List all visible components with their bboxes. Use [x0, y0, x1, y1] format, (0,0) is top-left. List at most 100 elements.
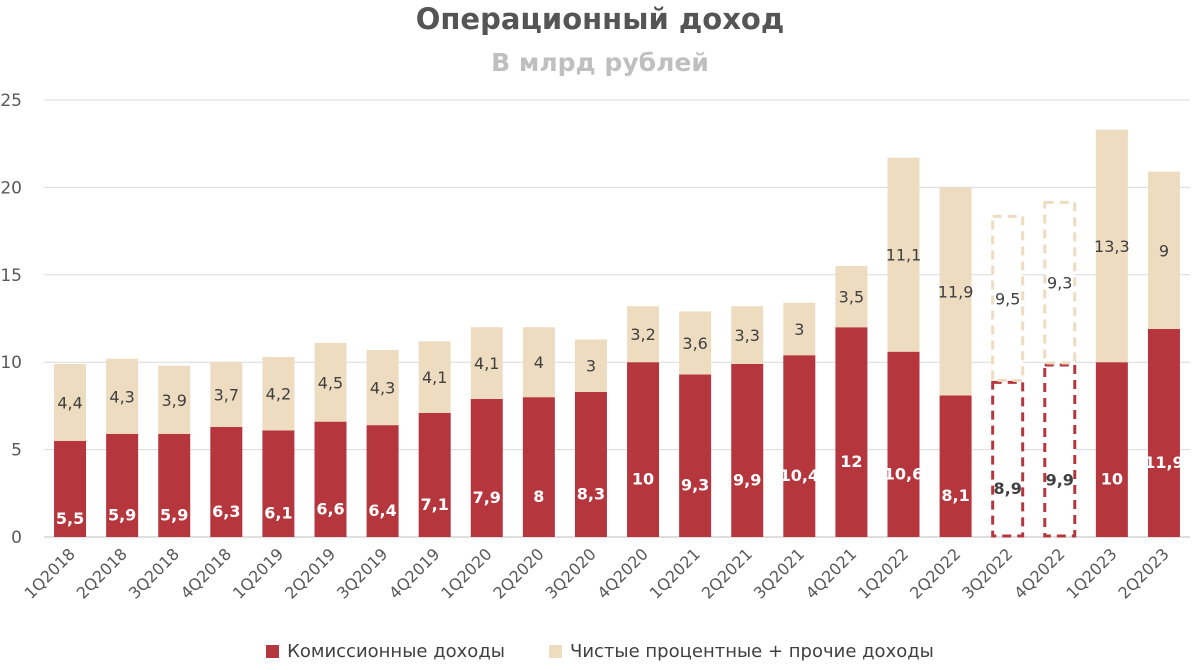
- data-label-interest-other: 9,3: [1047, 274, 1072, 293]
- data-label-interest-other: 3,7: [214, 386, 239, 405]
- data-label-commission: 10: [632, 470, 654, 489]
- data-label-interest-other: 4,5: [318, 373, 343, 392]
- data-label-commission: 6,3: [212, 502, 240, 521]
- data-label-interest-other: 4: [534, 353, 544, 372]
- data-label-commission: 7,9: [473, 488, 501, 507]
- bar-commission: [939, 395, 972, 537]
- y-tick-label: 5: [11, 441, 22, 461]
- bar-commission: [314, 421, 347, 537]
- data-label-interest-other: 4,3: [370, 379, 395, 398]
- data-label-commission: 7,1: [421, 495, 449, 514]
- bar-interest-other: [939, 187, 972, 396]
- data-label-commission: 8,9: [994, 479, 1022, 498]
- data-label-interest-other: 4,4: [57, 393, 82, 412]
- data-label-commission: 10,6: [884, 464, 923, 483]
- bar-interest-other: [1043, 200, 1077, 365]
- bar-interest-other: [418, 341, 451, 413]
- bar-commission: [54, 440, 87, 537]
- data-label-interest-other: 3: [586, 357, 596, 376]
- x-tick-label: 3Q2022: [958, 544, 1016, 602]
- data-label-commission: 5,9: [108, 505, 136, 524]
- data-label-commission: 8,3: [577, 484, 605, 503]
- bar-interest-other: [262, 356, 295, 431]
- data-label-interest-other: 3,2: [630, 325, 655, 344]
- data-label-interest-other: 4,1: [422, 368, 447, 387]
- bar-interest-other: [574, 339, 607, 392]
- x-tick-label: 4Q2020: [594, 544, 652, 602]
- legend-label-commission: Комиссионные доходы: [287, 640, 505, 662]
- bar-commission: [679, 374, 712, 537]
- x-tick-label: 3Q2020: [541, 544, 599, 602]
- bar-commission: [1147, 328, 1180, 537]
- data-label-commission: 5,9: [160, 505, 188, 524]
- bar-commission: [574, 391, 607, 537]
- x-tick-label: 4Q2019: [385, 544, 443, 602]
- chart-plot: 0 5 10 15 20 25 5,5 4,4 1Q2018 5,9 4,3 2Q2018 5,9 3,9…: [0, 91, 1190, 603]
- y-tick-label: 20: [0, 178, 22, 198]
- chart-title: Операционный доход: [415, 2, 785, 36]
- y-tick-label: 10: [0, 353, 22, 373]
- data-label-interest-other: 13,3: [1094, 237, 1130, 256]
- bar-commission: [210, 426, 243, 537]
- bar-commission: [106, 433, 139, 537]
- bar-commission: [1043, 363, 1077, 538]
- y-tick-label: 25: [0, 91, 22, 111]
- legend-swatch-interest-other: [548, 644, 562, 658]
- data-label-interest-other: 9: [1159, 241, 1169, 260]
- bar-interest-other: [210, 362, 243, 427]
- bar-commission: [522, 397, 555, 537]
- data-label-interest-other: 3,5: [839, 288, 864, 307]
- data-label-interest-other: 9,5: [995, 289, 1020, 308]
- x-tick-label: 1Q2018: [21, 544, 79, 602]
- bar-interest-other: [679, 311, 712, 375]
- x-tick-label: 1Q2020: [437, 544, 495, 602]
- bar-commission: [418, 412, 451, 537]
- bar-interest-other: [835, 266, 868, 328]
- data-label-commission: 8,1: [941, 486, 969, 505]
- x-tick-label: 2Q2019: [281, 544, 339, 602]
- y-tick-label: 15: [0, 266, 22, 286]
- data-label-interest-other: 4,1: [474, 354, 499, 373]
- data-label-interest-other: 3,3: [735, 326, 760, 345]
- x-tick-label: 3Q2018: [125, 544, 183, 602]
- data-label-commission: 10,4: [780, 466, 819, 485]
- data-label-interest-other: 4,2: [266, 385, 291, 404]
- bar-commission: [887, 351, 920, 537]
- bar-commission: [470, 398, 503, 537]
- bar-interest-other: [106, 358, 139, 434]
- y-tick-label: 0: [11, 528, 22, 548]
- bar-interest-other: [314, 342, 347, 422]
- data-label-commission: 6,4: [368, 501, 396, 520]
- data-label-commission: 12: [840, 452, 862, 471]
- bar-commission: [1095, 362, 1128, 537]
- data-label-commission: 6,1: [264, 504, 292, 523]
- bar-commission: [158, 433, 191, 537]
- x-tick-label: 4Q2018: [177, 544, 235, 602]
- x-tick-label: 1Q2022: [854, 544, 912, 602]
- bar-commission: [262, 430, 295, 537]
- legend-label-interest-other: Чистые процентные + прочие доходы: [569, 640, 934, 662]
- bar-interest-other: [522, 327, 555, 398]
- bar-interest-other: [627, 306, 660, 363]
- x-tick-label: 2Q2018: [73, 544, 131, 602]
- bar-interest-other: [991, 214, 1025, 382]
- bar-commission: [835, 327, 868, 537]
- bar-interest-other: [54, 363, 87, 441]
- x-tick-label: 1Q2021: [646, 544, 704, 602]
- legend: Комиссионные доходы Чистые процентные + …: [0, 638, 1200, 664]
- x-tick-label: 3Q2021: [750, 544, 808, 602]
- bar-interest-other: [1095, 129, 1128, 363]
- data-label-commission: 9,9: [733, 470, 761, 489]
- data-label-commission: 8: [533, 487, 544, 506]
- legend-swatch-commission: [266, 644, 280, 658]
- bar-commission: [783, 355, 816, 537]
- x-tick-label: 2Q2022: [906, 544, 964, 602]
- bar-interest-other: [731, 306, 764, 364]
- bar-interest-other: [470, 327, 503, 399]
- data-label-interest-other: 11,1: [886, 246, 922, 265]
- x-tick-label: 2Q2023: [1114, 544, 1172, 602]
- bar-commission: [366, 425, 399, 537]
- bar-interest-other: [887, 157, 920, 352]
- x-tick-label: 4Q2021: [802, 544, 860, 602]
- data-label-commission: 11,9: [1144, 453, 1183, 472]
